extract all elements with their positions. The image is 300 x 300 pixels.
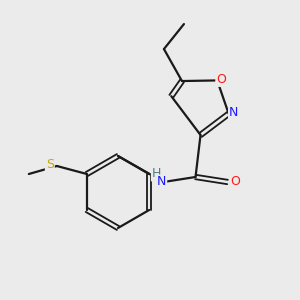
Text: O: O — [231, 176, 241, 188]
Text: N: N — [157, 176, 166, 188]
Text: O: O — [216, 73, 226, 86]
Text: H: H — [152, 167, 161, 181]
Text: N: N — [229, 106, 238, 119]
Text: S: S — [46, 158, 54, 170]
